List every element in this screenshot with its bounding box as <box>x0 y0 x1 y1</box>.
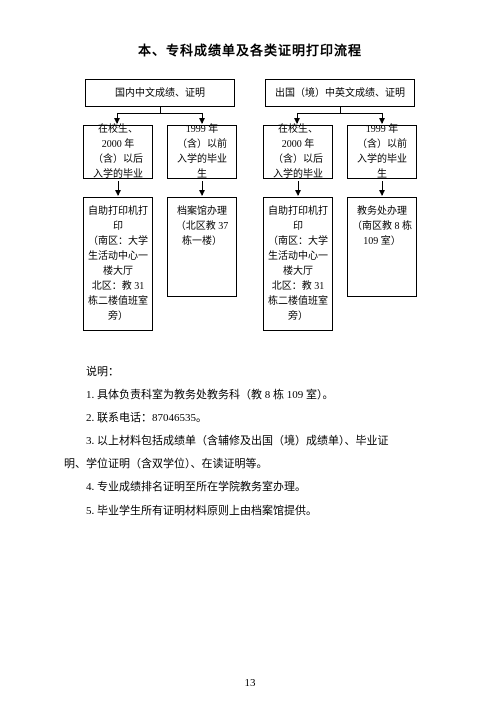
flow-mid-box: 1999 年（含）以前入学的毕业生 <box>167 125 237 179</box>
flow-branch: 1999 年（含）以前入学的毕业生 教务处办理（南区教 8 栋 109 室） <box>347 125 417 331</box>
notes-section: 说明： 1. 具体负责科室为教务处教务科（教 8 栋 109 室）。 2. 联系… <box>60 361 440 523</box>
flow-bot-box: 自助打印机打印（南区：大学生活动中心一楼大厅北区：教 31 栋二楼值班室旁） <box>263 197 333 331</box>
flow-left-column: 国内中文成绩、证明 在校生、2000 年（含）以后入学的毕业 自助打印机打印（南… <box>83 79 237 331</box>
arrow-icon <box>202 181 203 195</box>
note-item: 2. 联系电话：87046535。 <box>64 407 436 430</box>
flow-left-top-box: 国内中文成绩、证明 <box>85 79 235 107</box>
flow-right-column: 出国（境）中英文成绩、证明 在校生、2000 年（含）以后入学的毕业 自助打印机… <box>263 79 417 331</box>
connector <box>85 107 235 125</box>
note-item: 4. 专业成绩排名证明至所在学院教务室办理。 <box>64 476 436 499</box>
flow-bot-box: 自助打印机打印（南区：大学生活动中心一楼大厅北区：教 31 栋二楼值班室旁） <box>83 197 153 331</box>
flowchart: 国内中文成绩、证明 在校生、2000 年（含）以后入学的毕业 自助打印机打印（南… <box>60 79 440 331</box>
arrow-icon <box>382 181 383 195</box>
flow-mid-box: 1999 年（含）以前入学的毕业生 <box>347 125 417 179</box>
flow-mid-box: 在校生、2000 年（含）以后入学的毕业 <box>263 125 333 179</box>
note-item-continue: 明、学位证明（含双学位）、在读证明等。 <box>64 453 436 476</box>
note-item: 5. 毕业学生所有证明材料原则上由档案馆提供。 <box>64 500 436 523</box>
flow-mid-box: 在校生、2000 年（含）以后入学的毕业 <box>83 125 153 179</box>
flow-branch: 1999 年（含）以前入学的毕业生 档案馆办理（北区教 37 栋一楼） <box>167 125 237 331</box>
flow-branch: 在校生、2000 年（含）以后入学的毕业 自助打印机打印（南区：大学生活动中心一… <box>263 125 333 331</box>
note-item: 3. 以上材料包括成绩单（含辅修及出国（境）成绩单）、毕业证 <box>64 430 436 453</box>
flow-bot-box: 档案馆办理（北区教 37 栋一楼） <box>167 197 237 297</box>
connector <box>265 107 415 125</box>
flow-left-split: 在校生、2000 年（含）以后入学的毕业 自助打印机打印（南区：大学生活动中心一… <box>83 125 237 331</box>
flow-branch: 在校生、2000 年（含）以后入学的毕业 自助打印机打印（南区：大学生活动中心一… <box>83 125 153 331</box>
note-item: 1. 具体负责科室为教务处教务科（教 8 栋 109 室）。 <box>64 384 436 407</box>
notes-heading: 说明： <box>64 361 436 384</box>
flow-bot-box: 教务处办理（南区教 8 栋 109 室） <box>347 197 417 297</box>
flow-right-top-box: 出国（境）中英文成绩、证明 <box>265 79 415 107</box>
arrow-icon <box>298 181 299 195</box>
arrow-icon <box>118 181 119 195</box>
flow-right-split: 在校生、2000 年（含）以后入学的毕业 自助打印机打印（南区：大学生活动中心一… <box>263 125 417 331</box>
page: 本、专科成绩单及各类证明打印流程 国内中文成绩、证明 在校生、2000 年（含）… <box>0 0 500 553</box>
page-number: 13 <box>0 677 500 689</box>
page-title: 本、专科成绩单及各类证明打印流程 <box>60 40 440 59</box>
